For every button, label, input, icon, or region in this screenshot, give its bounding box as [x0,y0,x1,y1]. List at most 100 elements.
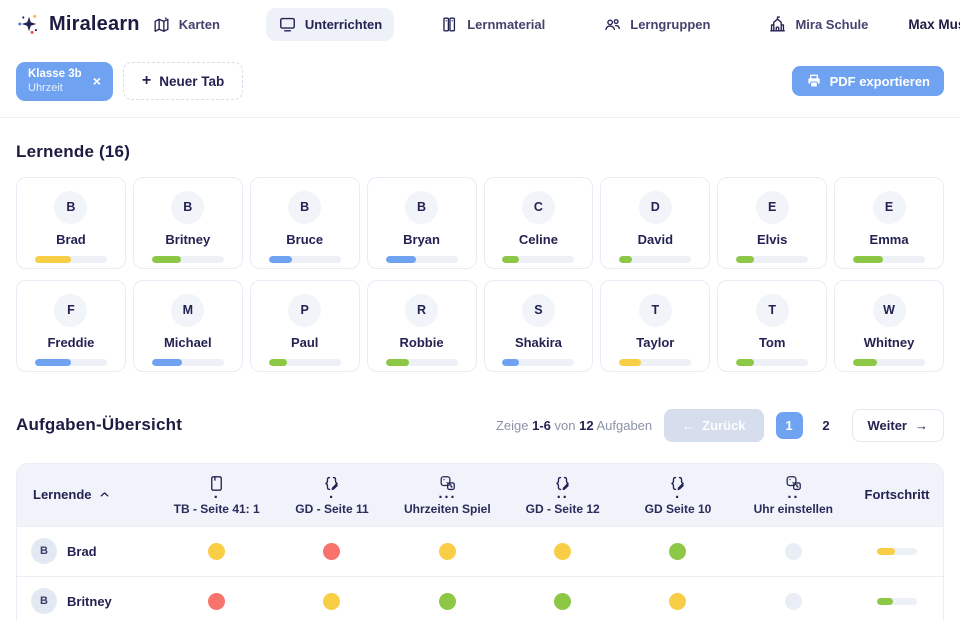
student-name: Bruce [286,231,324,247]
main-nav: Karten Unterrichten Lernmaterial Lerngru… [140,7,881,41]
new-tab-button[interactable]: + Neuer Tab [122,62,244,101]
status-dot-yellow[interactable] [438,542,456,560]
pagination: Zeige 1-6 von 12 Aufgaben ← Zurück 1 2 We… [495,408,944,442]
status-dot-yellow[interactable] [554,542,572,560]
student-card-michael[interactable]: M Michael [132,279,243,372]
nav-item-lerngruppen[interactable]: Lerngruppen [591,8,722,41]
page-number-1[interactable]: 1 [775,411,803,439]
worksheet-icon [668,474,687,493]
student-card-bryan[interactable]: B Bryan [366,176,477,269]
student-card-emma[interactable]: E Emma [834,176,944,269]
status-cell [159,542,274,560]
student-card-bruce[interactable]: B Bruce [249,176,360,269]
status-dot-yellow[interactable] [208,542,226,560]
column-header-gd-seite-12[interactable]: ·· GD - Seite 12 [505,474,620,516]
column-header-fortschritt: Fortschritt [864,487,930,503]
student-name: Tom [758,334,786,350]
table-header-row: Lernende · TB - Seite 41: 1 · GD - Seite… [17,463,943,526]
status-dot-none[interactable] [784,542,802,560]
worksheet-icon [322,474,341,493]
student-avatar: B [288,190,322,224]
table-row-britney[interactable]: B Britney [17,575,943,620]
row-student: B Britney [17,588,159,615]
column-header-uhrzeiten-spiel[interactable]: ··· Uhrzeiten Spiel [390,474,505,516]
table-row-brad[interactable]: B Brad [17,525,943,576]
row-student-name: Britney [67,593,112,609]
status-dot-red[interactable] [323,542,341,560]
student-avatar: B [405,190,439,224]
status-dot-green[interactable] [669,542,687,560]
back-button[interactable]: ← Zurück [664,408,764,442]
student-avatar: D [638,190,672,224]
arrow-left-icon: ← [682,417,696,433]
assignment-dots: ·· [787,488,800,506]
status-dot-red[interactable] [208,592,226,610]
status-cell [390,592,505,610]
student-avatar: C [521,190,555,224]
pdf-export-button[interactable]: PDF exportieren [791,66,944,97]
status-cell [620,592,735,610]
plus-icon: + [141,72,152,90]
student-card-brad[interactable]: B Brad [16,176,126,269]
student-card-robbie[interactable]: R Robbie [366,279,477,372]
column-header-tb-seite-41-1[interactable]: · TB - Seite 41: 1 [159,474,274,516]
task-column-label: GD Seite 10 [644,501,712,516]
game-icon [784,474,803,493]
student-progress-bar [385,255,458,263]
nav-item-karten[interactable]: Karten [140,8,232,41]
status-dot-yellow[interactable] [323,592,341,610]
column-header-gd-seite-10[interactable]: · GD Seite 10 [620,474,735,516]
task-column-label: GD - Seite 12 [525,501,600,516]
student-card-celine[interactable]: C Celine [483,176,594,269]
student-avatar: E [755,190,789,224]
student-progress-bar [268,255,341,263]
tab-close-icon[interactable]: × [92,73,101,90]
task-column-label: Uhr einstellen [753,501,833,516]
student-name: Bryan [403,231,440,247]
assignment-dots: ··· [438,488,457,506]
task-column-label: Uhrzeiten Spiel [403,501,491,516]
student-avatar: T [638,293,672,327]
student-name: Paul [290,334,319,350]
row-avatar: B [31,588,57,615]
next-button[interactable]: Weiter → [851,408,944,442]
student-card-david[interactable]: D David [600,176,711,269]
nav-item-mira-schule[interactable]: Mira Schule [756,8,880,41]
student-card-paul[interactable]: P Paul [249,279,360,372]
assignment-dots: · [213,488,220,506]
status-dot-none[interactable] [784,592,802,610]
column-header-lernende[interactable]: Lernende [17,487,159,502]
row-avatar: B [31,538,57,565]
student-card-whitney[interactable]: W Whitney [834,279,944,372]
status-dot-green[interactable] [438,592,456,610]
status-dot-green[interactable] [554,592,572,610]
page-info: Zeige 1-6 von 12 Aufgaben [495,417,653,433]
screen-icon [278,15,297,34]
nav-item-unterrichten[interactable]: Unterrichten [265,7,395,41]
brand-logo[interactable]: Miralearn [16,11,140,37]
student-name: Brad [56,231,86,247]
row-progress [851,597,943,605]
status-cell [274,592,389,610]
students-section-title: Lernende (16) [16,141,131,161]
nav-item-lernmaterial[interactable]: Lernmaterial [428,8,557,41]
student-avatar: T [755,293,789,327]
student-card-britney[interactable]: B Britney [132,176,243,269]
student-card-taylor[interactable]: T Taylor [600,279,711,372]
page-number-2[interactable]: 2 [822,417,830,433]
student-avatar: S [521,293,555,327]
student-card-shakira[interactable]: S Shakira [483,279,594,372]
column-header-gd-seite-11[interactable]: · GD - Seite 11 [274,474,389,516]
column-header-uhr-einstellen[interactable]: ·· Uhr einstellen [736,474,851,516]
student-name: Emma [869,231,909,247]
student-card-elvis[interactable]: E Elvis [717,176,828,269]
group-icon [603,15,622,34]
status-dot-yellow[interactable] [669,592,687,610]
sort-caret-up-icon [98,488,111,501]
student-avatar: M [171,293,205,327]
student-progress-bar [853,358,926,366]
student-card-freddie[interactable]: F Freddie [16,279,126,372]
student-card-tom[interactable]: T Tom [717,279,828,372]
class-tab[interactable]: Klasse 3b Uhrzeit × [16,62,113,101]
user-menu[interactable]: Max Muster [908,11,960,38]
